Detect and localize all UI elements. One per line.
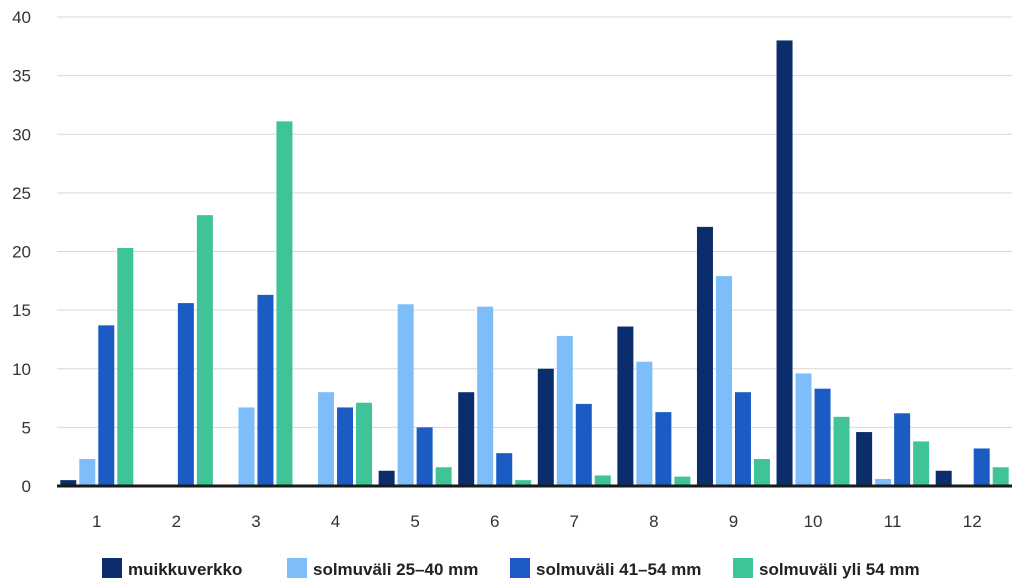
bar (935, 470, 952, 486)
bar (196, 215, 213, 486)
bar (734, 392, 751, 486)
x-tick-label: 9 (729, 512, 738, 531)
x-tick-label: 12 (963, 512, 982, 531)
x-tick-label: 5 (410, 512, 419, 531)
bar (337, 407, 354, 486)
y-tick-label: 25 (12, 184, 31, 203)
bar (636, 361, 653, 486)
x-tick-label: 3 (251, 512, 260, 531)
x-tick-label: 8 (649, 512, 658, 531)
bar (715, 276, 732, 486)
legend-label: solmuväli yli 54 mm (759, 560, 920, 579)
bar (318, 392, 335, 486)
legend: muikkuverkko solmuväli 25–40 mm solmuväli … (102, 558, 920, 579)
bar (98, 325, 115, 486)
y-tick-label: 10 (12, 360, 31, 379)
legend-swatch (287, 558, 307, 578)
bar (913, 441, 930, 486)
bar (117, 247, 134, 486)
y-tick-label: 0 (22, 477, 31, 496)
bar (655, 412, 672, 486)
x-tick-label: 6 (490, 512, 499, 531)
x-tick-label: 2 (172, 512, 181, 531)
y-tick-label: 20 (12, 243, 31, 262)
bar (276, 121, 293, 486)
legend-swatch (510, 558, 530, 578)
bar (833, 416, 850, 486)
bar (435, 467, 452, 486)
bar (356, 402, 373, 486)
bar (856, 432, 873, 486)
bar (378, 470, 395, 486)
x-tick-label: 4 (331, 512, 340, 531)
bar (238, 407, 255, 486)
x-tick-label: 11 (884, 512, 902, 531)
bar (416, 427, 433, 486)
x-tick-label: 10 (804, 512, 823, 531)
bar (674, 476, 691, 486)
bar (496, 453, 513, 486)
legend-swatch (102, 558, 122, 578)
bar (397, 304, 414, 486)
bar (556, 335, 573, 486)
gridlines (57, 16, 1012, 428)
legend-label: solmuväli 41–54 mm (536, 560, 701, 579)
x-tick-label: 7 (570, 512, 579, 531)
x-tick-label: 1 (92, 512, 101, 531)
bar (753, 459, 770, 486)
bar (795, 373, 812, 486)
bars (60, 40, 1009, 486)
bar (776, 40, 793, 486)
bar (594, 475, 611, 486)
bar (177, 303, 194, 486)
bar (894, 413, 911, 486)
y-tick-label: 30 (12, 125, 31, 144)
bar (875, 478, 892, 486)
legend-label: muikkuverkko (128, 560, 242, 579)
bar (60, 480, 77, 486)
bar (257, 294, 274, 486)
y-tick-label: 40 (12, 8, 31, 27)
bar (814, 388, 831, 486)
bar (515, 480, 532, 486)
bar (992, 467, 1009, 486)
legend-label: solmuväli 25–40 mm (313, 560, 478, 579)
legend-swatch (733, 558, 753, 578)
bar (617, 326, 634, 486)
bar (458, 392, 475, 486)
bar (973, 448, 990, 486)
y-tick-label: 35 (12, 67, 31, 86)
bar (575, 403, 592, 486)
bar (696, 226, 713, 486)
y-tick-label: 5 (22, 418, 31, 437)
bar (477, 306, 494, 486)
bar (537, 368, 554, 486)
bar (79, 459, 96, 486)
y-tick-label: 15 (12, 301, 31, 320)
